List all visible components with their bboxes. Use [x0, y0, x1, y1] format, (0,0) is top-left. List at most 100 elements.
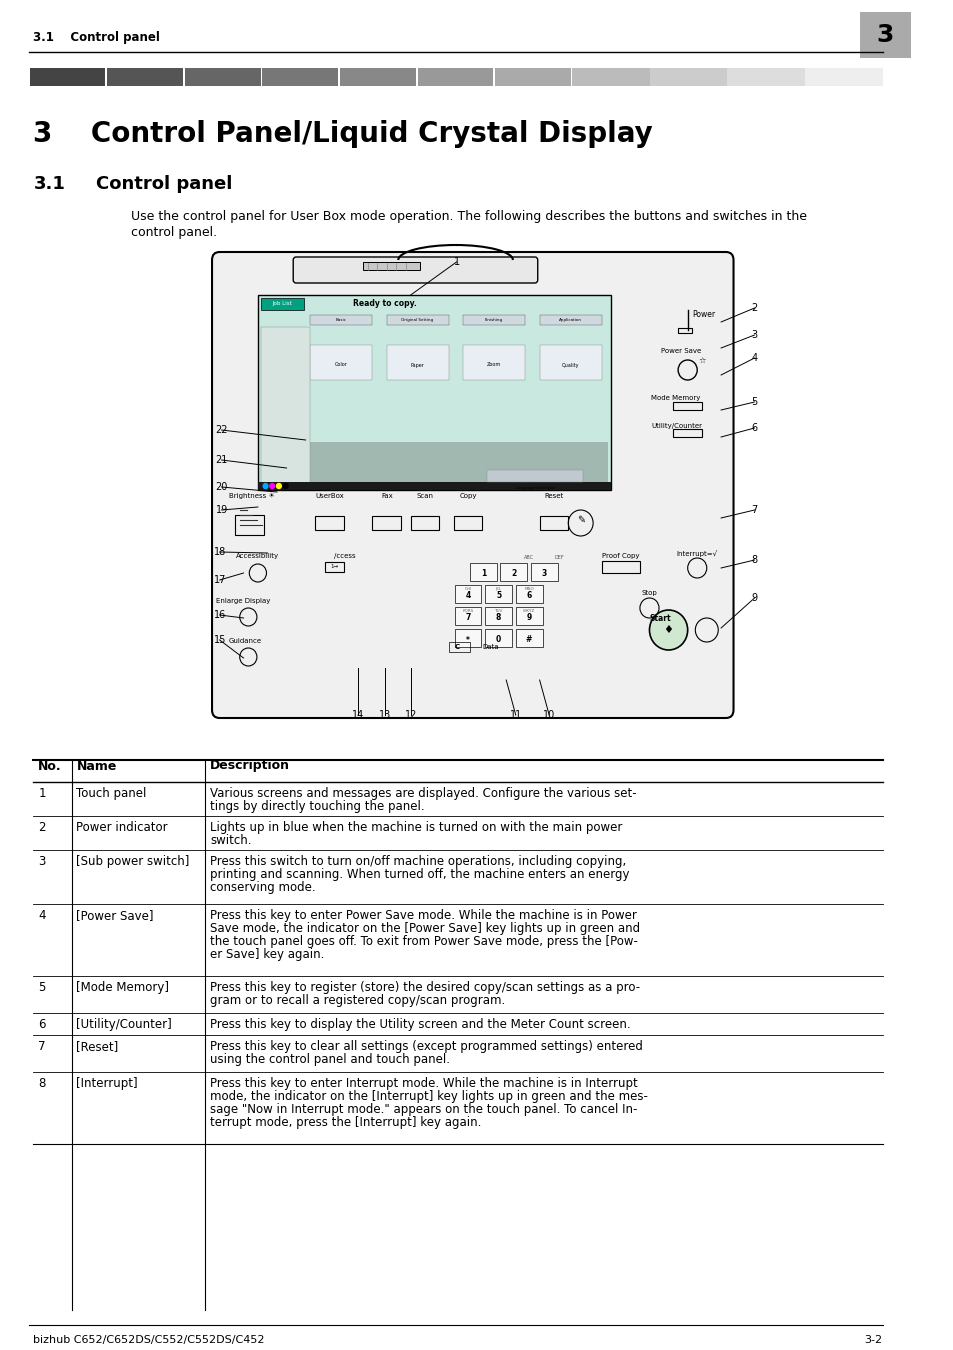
Text: 8: 8 [751, 555, 757, 566]
Text: 22: 22 [215, 425, 228, 435]
Text: GHI: GHI [464, 587, 471, 591]
Text: 5: 5 [38, 981, 46, 994]
Bar [386, 346, 449, 379]
Circle shape [276, 483, 281, 489]
Text: Control panel: Control panel [95, 176, 232, 193]
Text: the touch panel goes off. To exit from Power Save mode, press the [Pow-: the touch panel goes off. To exit from P… [210, 936, 638, 948]
Text: 3: 3 [38, 855, 46, 868]
Text: 1: 1 [480, 570, 485, 579]
Bar [601, 562, 639, 572]
Circle shape [270, 483, 274, 489]
Text: [Sub power switch]: [Sub power switch] [76, 855, 190, 868]
Bar [314, 516, 343, 531]
Text: switch.: switch. [210, 834, 252, 846]
Text: Language Selection: Language Selection [514, 486, 555, 490]
Bar [372, 516, 400, 531]
Bar [362, 262, 420, 270]
Text: Press this key to register (store) the desired copy/scan settings as a pro-: Press this key to register (store) the d… [210, 981, 639, 994]
Text: *: * [466, 636, 470, 644]
Text: 3.1    Control panel: 3.1 Control panel [33, 31, 160, 45]
Text: 13: 13 [378, 710, 391, 720]
Text: using the control panel and touch panel.: using the control panel and touch panel. [210, 1053, 450, 1066]
Text: 3: 3 [751, 329, 757, 340]
Text: 8: 8 [496, 613, 500, 622]
Bar [804, 68, 882, 86]
Text: 3: 3 [876, 23, 893, 47]
Text: Power: Power [692, 310, 715, 319]
Text: MNO: MNO [524, 587, 534, 591]
Text: er Save] key again.: er Save] key again. [210, 948, 324, 961]
Text: 7: 7 [38, 1040, 46, 1053]
Text: printing and scanning. When turned off, the machine enters an energy: printing and scanning. When turned off, … [210, 868, 629, 882]
Bar [500, 563, 527, 580]
Bar [185, 68, 260, 86]
Text: [Interrupt]: [Interrupt] [76, 1077, 138, 1089]
Bar [485, 585, 512, 603]
Text: Name: Name [76, 760, 116, 772]
Text: Ready to copy.: Ready to copy. [353, 300, 416, 309]
Bar [487, 470, 582, 482]
Text: Application: Application [558, 319, 581, 323]
Text: 5: 5 [751, 397, 757, 406]
Text: 6: 6 [526, 591, 531, 601]
Text: Reset: Reset [544, 493, 563, 500]
Bar [454, 516, 482, 531]
Bar [310, 315, 372, 325]
Text: 11: 11 [509, 710, 521, 720]
Text: 1→: 1→ [330, 564, 338, 570]
Bar [516, 585, 542, 603]
Bar [531, 563, 558, 580]
Bar [673, 429, 701, 437]
Text: 1: 1 [453, 256, 459, 267]
Bar [726, 68, 804, 86]
Text: 6: 6 [38, 1018, 46, 1031]
Bar [539, 346, 601, 379]
Text: Original Setting: Original Setting [401, 319, 433, 323]
Text: 10: 10 [542, 710, 555, 720]
Text: Interrupt=√: Interrupt=√ [676, 549, 717, 556]
Text: Stop: Stop [641, 590, 657, 595]
Text: 4: 4 [751, 352, 757, 363]
Bar [257, 482, 611, 490]
Text: gram or to recall a registered copy/scan program.: gram or to recall a registered copy/scan… [210, 994, 505, 1007]
Text: Data: Data [482, 644, 498, 649]
Text: Quality: Quality [561, 363, 578, 367]
Text: 16: 16 [213, 610, 226, 620]
Text: 9: 9 [526, 613, 531, 622]
Bar [340, 68, 416, 86]
Text: Touch panel: Touch panel [76, 787, 147, 801]
Text: 8: 8 [38, 1077, 46, 1089]
Text: Proof Copy: Proof Copy [601, 554, 639, 559]
Bar [678, 328, 692, 333]
Text: #: # [525, 636, 532, 644]
Text: UserBox: UserBox [314, 493, 343, 500]
Bar [260, 298, 303, 311]
Text: tings by directly touching the panel.: tings by directly touching the panel. [210, 801, 424, 813]
Text: Fax: Fax [380, 493, 393, 500]
Bar [30, 68, 105, 86]
Bar [260, 327, 310, 487]
Bar [257, 296, 611, 490]
Text: Color: Color [335, 363, 347, 367]
Text: Brightness ☀: Brightness ☀ [229, 493, 274, 500]
Text: terrupt mode, press the [Interrupt] key again.: terrupt mode, press the [Interrupt] key … [210, 1116, 481, 1129]
Bar [539, 315, 601, 325]
Text: 3-2: 3-2 [863, 1335, 882, 1345]
Text: 5: 5 [496, 591, 500, 601]
Bar [262, 68, 338, 86]
Text: TUV: TUV [494, 609, 502, 613]
Text: 7: 7 [751, 505, 757, 514]
Text: Zoom: Zoom [486, 363, 500, 367]
Text: 12: 12 [404, 710, 416, 720]
Text: 21: 21 [215, 455, 228, 464]
Text: Press this key to enter Power Save mode. While the machine is in Power: Press this key to enter Power Save mode.… [210, 909, 637, 922]
Text: Finishing: Finishing [484, 319, 502, 323]
Text: ☆: ☆ [698, 356, 705, 366]
Bar [260, 441, 608, 487]
FancyBboxPatch shape [212, 252, 733, 718]
Text: Lights up in blue when the machine is turned on with the main power: Lights up in blue when the machine is tu… [210, 821, 622, 834]
Bar [470, 563, 497, 580]
Bar [572, 68, 649, 86]
Bar [107, 68, 183, 86]
Text: Paper: Paper [410, 363, 424, 367]
